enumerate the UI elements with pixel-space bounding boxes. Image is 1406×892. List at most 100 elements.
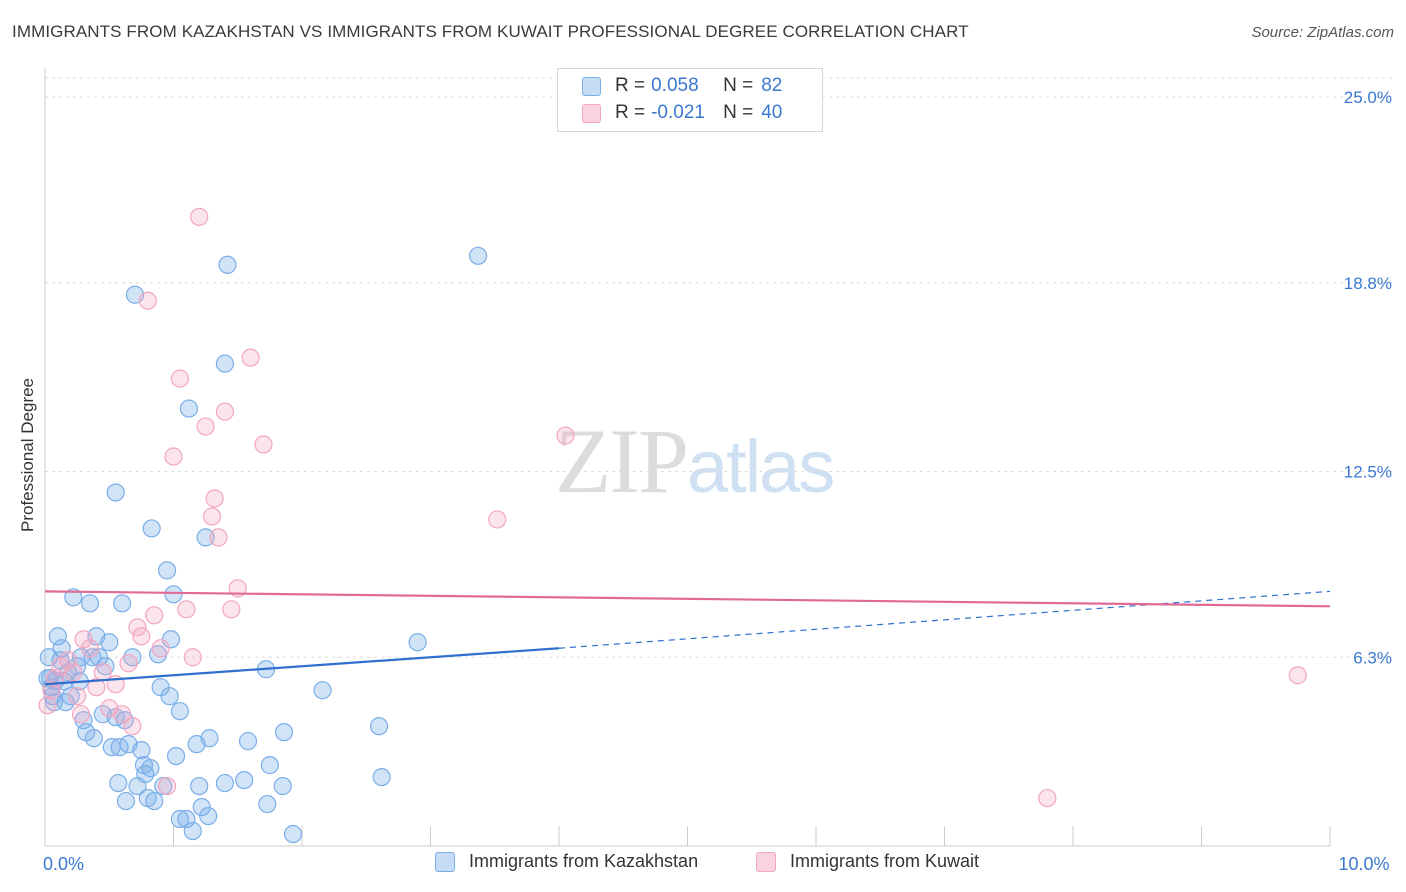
trend-lines (44, 590, 1331, 686)
data-point-kuwait (254, 435, 273, 454)
data-point-kuwait (196, 417, 215, 436)
data-point-kuwait (80, 639, 100, 658)
legend-item-kuwait[interactable]: Immigrants from Kuwait (756, 851, 979, 872)
n-label: N = (723, 102, 754, 123)
data-point-kuwait (145, 606, 164, 625)
data-point-kazakhstan (179, 399, 199, 418)
data-point-kazakhstan (112, 594, 132, 613)
data-point-kazakhstan (109, 773, 128, 793)
x-tick-label: 0.0% (43, 854, 84, 874)
data-point-kuwait (241, 348, 260, 367)
y-tick-label: 18.8% (1344, 274, 1392, 293)
data-point-kazakhstan (218, 255, 237, 274)
data-point-kuwait (119, 654, 138, 673)
series-legend: Immigrants from Kazakhstan Immigrants fr… (0, 851, 1406, 877)
watermark-atlas: atlas (687, 425, 835, 508)
data-point-kuwait (157, 776, 177, 796)
data-point-kazakhstan (116, 791, 136, 811)
data-point-kazakhstan (408, 633, 427, 652)
data-point-kuwait (205, 489, 224, 508)
source-label: Source: ZipAtlas.com (1251, 24, 1394, 41)
data-point-kazakhstan (136, 764, 155, 784)
data-point-kazakhstan (157, 561, 177, 580)
data-point-kuwait (74, 630, 93, 649)
chart-title: IMMIGRANTS FROM KAZAKHSTAN VS IMMIGRANTS… (12, 22, 969, 41)
data-point-kazakhstan (313, 681, 332, 700)
y-tick-label: 25.0% (1344, 88, 1392, 107)
data-point-kazakhstan (468, 246, 488, 265)
data-point-kuwait (128, 618, 147, 637)
axes (44, 68, 1331, 847)
data-point-kuwait (87, 678, 106, 697)
trend-line-kazakhstan-extension (558, 590, 1331, 649)
data-point-kazakhstan (106, 483, 125, 502)
data-point-kazakhstan (84, 729, 103, 748)
data-point-kazakhstan (235, 770, 254, 790)
data-point-kazakhstan (215, 773, 234, 793)
data-point-kazakhstan (170, 702, 190, 721)
trend-line-kuwait (44, 590, 1331, 608)
data-point-kazakhstan (200, 729, 219, 748)
data-point-kazakhstan (166, 747, 186, 766)
data-point-kuwait (59, 651, 78, 670)
data-point-kuwait (64, 663, 83, 682)
data-point-kazakhstan (142, 519, 161, 538)
data-point-kuwait (488, 510, 507, 529)
data-point-kuwait (132, 627, 151, 646)
r-value: 0.058 (651, 75, 699, 96)
stats-row-kazakhstan: R = 0.058 N = 82 (582, 74, 782, 98)
data-point-kazakhstan (38, 669, 57, 688)
data-point-kazakhstan (215, 354, 234, 373)
data-point-kuwait (209, 528, 228, 547)
data-point-kuwait (1288, 666, 1307, 685)
legend-swatch-kuwait (756, 851, 776, 872)
data-point-kazakhstan (196, 528, 215, 547)
data-point-kuwait (138, 291, 157, 310)
data-point-kazakhstan (145, 791, 164, 811)
data-point-kazakhstan (141, 759, 160, 778)
data-point-kuwait (1038, 788, 1057, 808)
x-tick-label: 10.0% (1338, 854, 1389, 874)
data-point-kuwait (177, 600, 196, 619)
trend-line-kazakhstan (44, 647, 560, 686)
swatch-kuwait (582, 103, 601, 123)
data-point-kuwait (170, 369, 190, 388)
data-point-kazakhstan (273, 776, 292, 796)
data-point-kazakhstan (170, 809, 190, 829)
watermark-zip: ZIP (555, 410, 689, 512)
series-kuwait (38, 207, 1307, 808)
data-point-kuwait (183, 648, 202, 667)
data-point-kuwait (215, 402, 234, 421)
data-point-kazakhstan (258, 794, 277, 814)
tick-labels: 6.3% 12.5% 18.8% 25.0% 0.0% 10.0% (43, 88, 1392, 874)
y-tick-label: 12.5% (1344, 463, 1392, 482)
data-point-kazakhstan (100, 633, 119, 652)
legend-swatch-kazakhstan (435, 851, 455, 872)
data-point-kuwait (190, 207, 209, 226)
r-label: R = (615, 75, 646, 96)
data-point-kazakhstan (61, 687, 80, 706)
data-point-kazakhstan (132, 741, 151, 760)
data-point-kazakhstan (64, 588, 83, 607)
data-point-kazakhstan (164, 585, 183, 604)
y-tick-label: 6.3% (1353, 648, 1392, 667)
n-label: N = (723, 75, 754, 96)
n-value: 40 (761, 102, 783, 123)
r-label: R = (615, 102, 646, 123)
data-point-kazakhstan (192, 797, 211, 817)
data-point-kuwait (68, 687, 87, 706)
data-point-kuwait (112, 705, 132, 724)
data-point-kuwait (556, 426, 575, 445)
data-point-kazakhstan (372, 767, 391, 787)
n-value: 82 (761, 75, 783, 96)
legend-item-kazakhstan[interactable]: Immigrants from Kazakhstan (435, 851, 698, 872)
stats-row-kuwait: R = -0.021 N = 40 (582, 101, 782, 125)
data-point-kuwait (71, 705, 91, 724)
data-point-kazakhstan (260, 756, 279, 775)
grid-lines (45, 77, 1392, 658)
legend-label-kazakhstan: Immigrants from Kazakhstan (469, 851, 699, 871)
data-point-kuwait (42, 681, 61, 700)
stats-legend: R = 0.058 N = 82 R = -0.021 N = 40 (557, 68, 823, 132)
r-value: -0.021 (651, 102, 705, 123)
watermark: ZIPatlas (555, 408, 835, 514)
